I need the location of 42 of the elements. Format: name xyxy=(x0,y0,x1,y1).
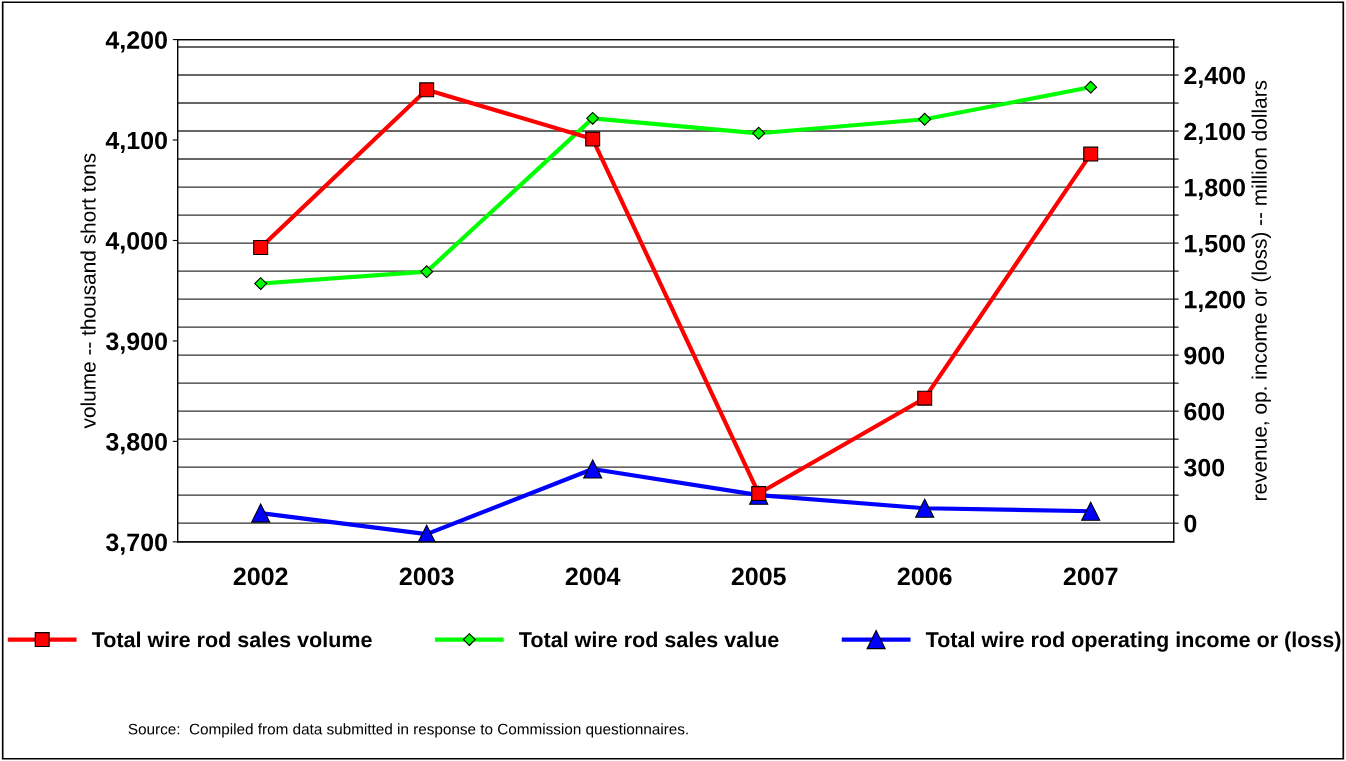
point xyxy=(1081,501,1101,521)
point xyxy=(752,126,766,140)
legend-label: Total wire rod operating income or (loss) xyxy=(925,631,1341,652)
y-tick-label: 4,200 xyxy=(105,31,167,53)
point xyxy=(585,131,601,147)
y2-tick-label: 1,200 xyxy=(1185,290,1245,313)
legend-label: Total wire rod sales volume xyxy=(91,631,372,648)
y-tick-label: 3,700 xyxy=(105,533,167,555)
y-tick-label: 3,800 xyxy=(105,432,167,455)
point xyxy=(583,459,603,479)
point xyxy=(915,498,935,518)
legend-label: Total wire rod sales value xyxy=(519,631,779,648)
y2-tick-label: 0 xyxy=(1184,514,1197,533)
y2-tick-label: 300 xyxy=(1184,458,1225,477)
y-axis-title: volume -- thousand short tons xyxy=(80,153,96,429)
y2-tick-label: 1,500 xyxy=(1185,234,1245,257)
y2-tick-label: 1,800 xyxy=(1185,178,1245,201)
x-tick-label: 2003 xyxy=(399,567,454,586)
point xyxy=(1084,80,1098,94)
x-tick-label: 2007 xyxy=(1063,567,1118,586)
y2-tick-label: 2,100 xyxy=(1184,122,1245,144)
point xyxy=(253,240,269,256)
y-tick-label: 4,100 xyxy=(105,131,167,153)
point xyxy=(420,265,434,279)
point xyxy=(918,112,932,126)
point xyxy=(1083,146,1099,162)
y-tick-label: 3,900 xyxy=(105,332,167,354)
y2-tick-label: 2,400 xyxy=(1184,66,1245,88)
x-tick-label: 2002 xyxy=(233,567,288,586)
y-tick-label: 4,000 xyxy=(105,232,167,254)
source-note: Source: Compiled from data submitted in response to Commission questionnaires. xyxy=(128,723,688,738)
x-tick-label: 2006 xyxy=(897,567,952,586)
point xyxy=(419,82,435,98)
x-tick-label: 2004 xyxy=(565,567,621,586)
y2-tick-label: 900 xyxy=(1184,346,1225,365)
y2-axis-title: revenue, op. income or (loss) -- million dollars xyxy=(1251,80,1271,501)
point xyxy=(251,503,271,523)
point xyxy=(917,390,933,406)
point xyxy=(254,277,268,291)
x-tick-label: 2005 xyxy=(731,567,786,586)
y2-tick-label: 600 xyxy=(1184,402,1225,421)
point xyxy=(586,111,600,125)
